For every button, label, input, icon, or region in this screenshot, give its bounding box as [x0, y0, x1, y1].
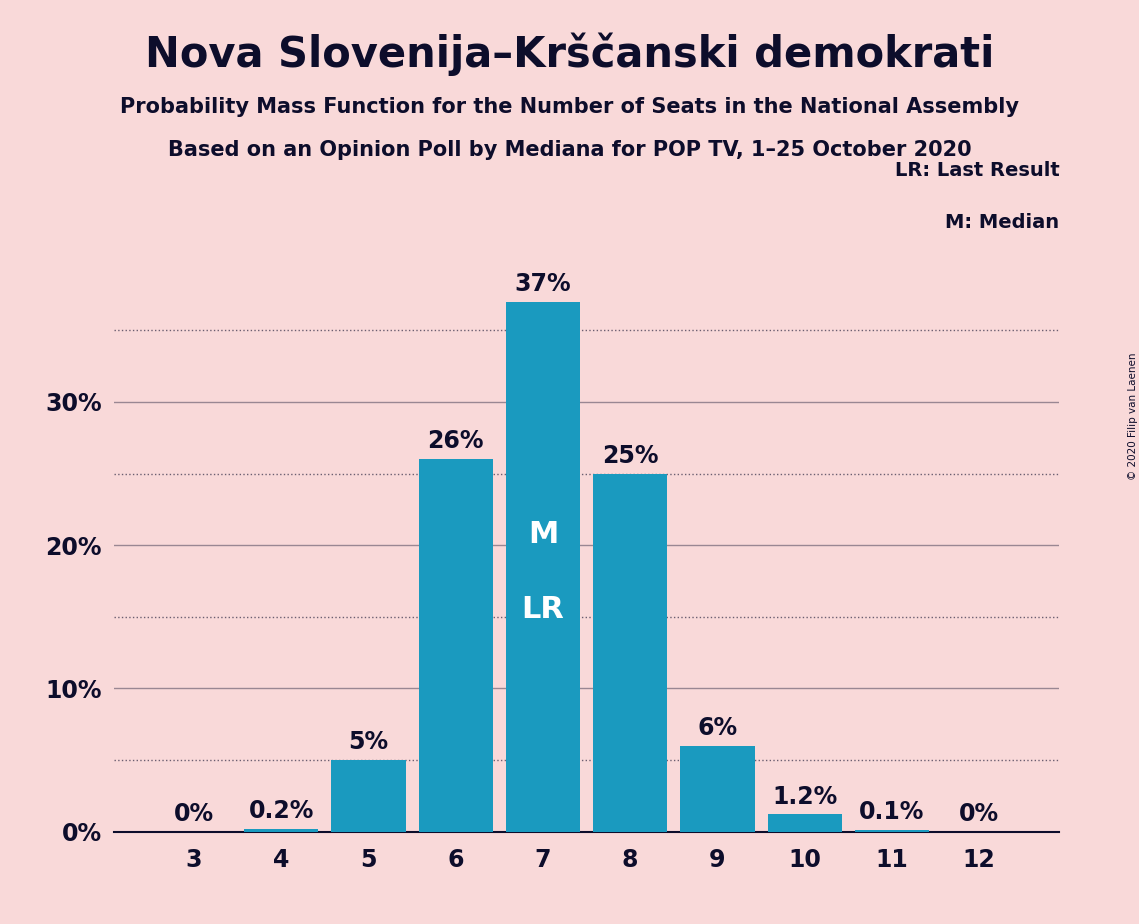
Bar — [331, 760, 405, 832]
Bar — [419, 459, 493, 832]
Text: 0%: 0% — [174, 802, 214, 826]
Bar — [855, 830, 929, 832]
Text: Nova Slovenija–Krščanski demokrati: Nova Slovenija–Krščanski demokrati — [145, 32, 994, 76]
Text: 0.1%: 0.1% — [859, 800, 925, 824]
Text: 37%: 37% — [515, 272, 572, 296]
Text: 25%: 25% — [601, 444, 658, 468]
Text: 1.2%: 1.2% — [772, 784, 837, 808]
Text: M: Median: M: Median — [945, 213, 1059, 232]
Text: LR: LR — [522, 594, 565, 624]
Text: 0.2%: 0.2% — [248, 799, 314, 823]
Text: 6%: 6% — [697, 716, 738, 740]
Text: LR: Last Result: LR: Last Result — [894, 162, 1059, 180]
Text: Based on an Opinion Poll by Mediana for POP TV, 1–25 October 2020: Based on an Opinion Poll by Mediana for … — [167, 140, 972, 161]
Bar — [680, 746, 754, 832]
Text: 5%: 5% — [349, 730, 388, 754]
Text: © 2020 Filip van Laenen: © 2020 Filip van Laenen — [1129, 352, 1138, 480]
Bar — [506, 301, 580, 832]
Text: Probability Mass Function for the Number of Seats in the National Assembly: Probability Mass Function for the Number… — [120, 97, 1019, 117]
Text: 0%: 0% — [959, 802, 999, 826]
Bar — [768, 814, 842, 832]
Bar — [244, 829, 318, 832]
Text: M: M — [527, 520, 558, 550]
Bar — [593, 473, 667, 832]
Text: 26%: 26% — [427, 430, 484, 454]
